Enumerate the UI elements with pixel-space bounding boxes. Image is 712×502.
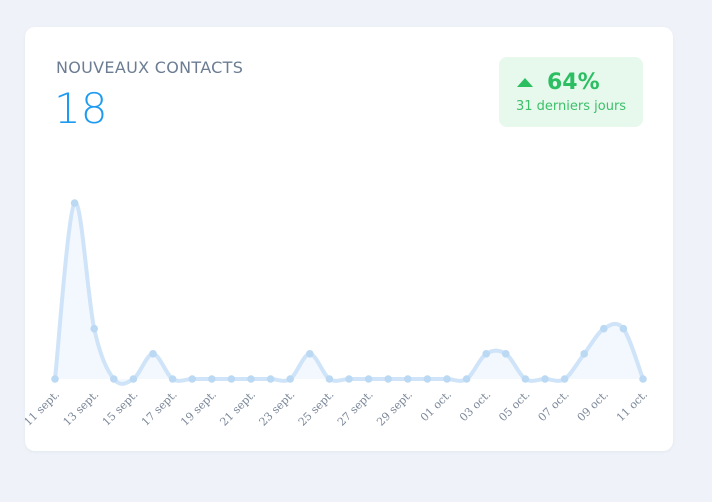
trend-period: 31 derniers jours xyxy=(516,99,627,114)
chart-point[interactable] xyxy=(325,375,334,383)
x-tick-label: 17 sept. xyxy=(139,388,180,429)
chart-point[interactable] xyxy=(266,375,275,383)
chart-series-line xyxy=(53,200,645,386)
chart-point[interactable] xyxy=(306,350,314,358)
chart-point[interactable] xyxy=(502,350,510,358)
x-tick-label: 13 sept. xyxy=(61,388,102,429)
x-tick-label: 07 oct. xyxy=(536,388,572,424)
chart-point[interactable] xyxy=(247,375,255,383)
new-contacts-card: NOUVEAUX CONTACTS 18 64% 31 derniers jou… xyxy=(25,27,673,451)
chart-point[interactable] xyxy=(423,375,432,383)
x-tick-label: 05 oct. xyxy=(496,388,532,424)
x-tick-label: 21 sept. xyxy=(217,388,258,429)
chart-point[interactable] xyxy=(404,375,412,383)
x-tick-label: 25 sept. xyxy=(296,388,337,429)
chart-point[interactable] xyxy=(600,324,608,333)
chart-point[interactable] xyxy=(364,375,373,383)
x-tick-label: 09 oct. xyxy=(575,388,611,424)
x-tick-label: 01 oct. xyxy=(418,388,454,424)
chart-point[interactable] xyxy=(462,375,471,383)
x-tick-label: 11 sept. xyxy=(25,388,62,429)
chart-point[interactable] xyxy=(90,324,98,333)
chart-point[interactable] xyxy=(286,375,295,383)
trend-percent: 64% xyxy=(547,70,600,95)
chart-point[interactable] xyxy=(149,350,157,358)
arrow-up-icon xyxy=(517,78,533,87)
chart-point[interactable] xyxy=(619,324,628,333)
trend-badge: 64% 31 derniers jours xyxy=(499,57,643,127)
chart-point[interactable] xyxy=(168,375,177,383)
chart-point[interactable] xyxy=(541,375,549,383)
chart-point[interactable] xyxy=(51,375,59,383)
chart-point[interactable] xyxy=(188,375,196,383)
chart-point[interactable] xyxy=(129,375,138,383)
x-tick-label: 03 oct. xyxy=(457,388,493,424)
chart-point[interactable] xyxy=(482,350,491,358)
x-tick-label: 27 sept. xyxy=(335,388,376,429)
chart-point[interactable] xyxy=(208,375,216,383)
chart-area-fill xyxy=(55,202,643,384)
chart-point[interactable] xyxy=(227,375,236,383)
x-tick-label: 11 oct. xyxy=(614,388,650,424)
chart-point[interactable] xyxy=(443,375,451,383)
widget-title: NOUVEAUX CONTACTS xyxy=(56,58,244,77)
chart-point[interactable] xyxy=(70,199,79,207)
x-tick-label: 29 sept. xyxy=(374,388,415,429)
contacts-count: 18 xyxy=(54,84,108,133)
chart-point[interactable] xyxy=(639,375,647,383)
chart-point[interactable] xyxy=(345,375,353,383)
x-tick-label: 19 sept. xyxy=(178,388,219,429)
contacts-area-chart: 11 sept.13 sept.15 sept.17 sept.19 sept.… xyxy=(25,199,650,429)
chart-point[interactable] xyxy=(521,375,530,383)
chart-point[interactable] xyxy=(560,375,569,383)
chart-point[interactable] xyxy=(580,350,588,358)
x-tick-label: 15 sept. xyxy=(100,388,141,429)
x-tick-label: 23 sept. xyxy=(257,388,298,429)
chart-point[interactable] xyxy=(110,375,118,383)
chart-point[interactable] xyxy=(384,375,393,383)
